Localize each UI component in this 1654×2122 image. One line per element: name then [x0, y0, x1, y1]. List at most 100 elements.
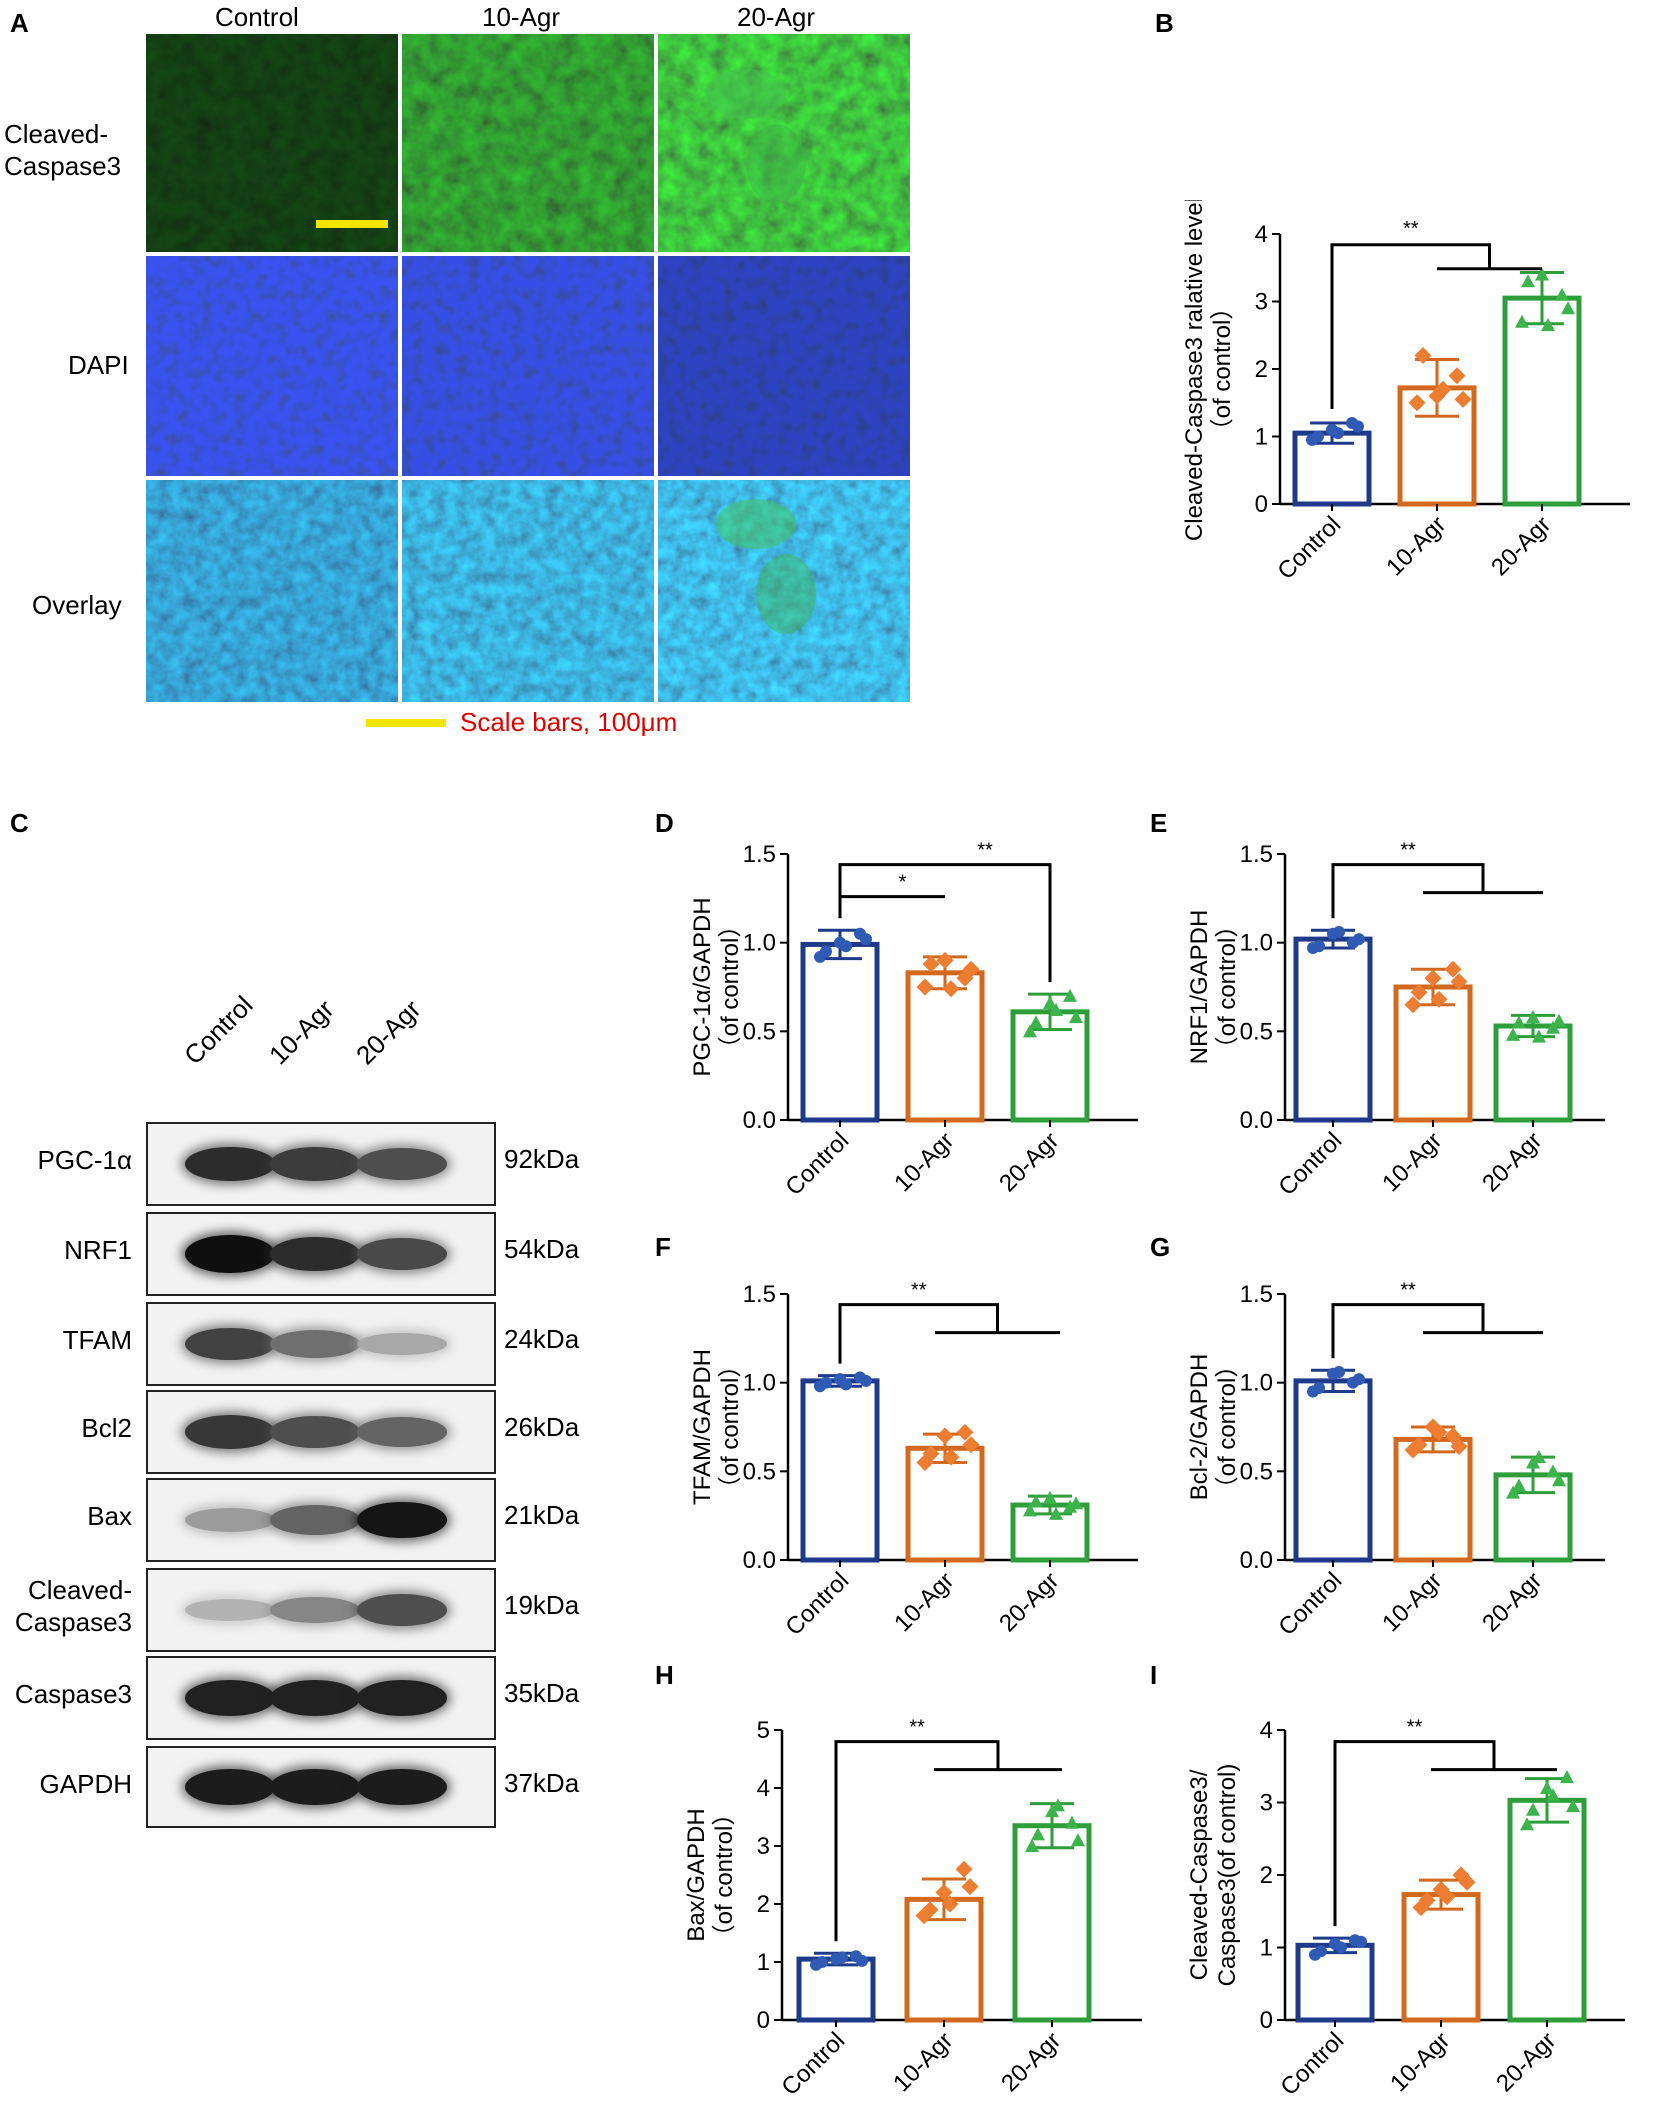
y-tick-label: 1.5: [1240, 1281, 1273, 1308]
y-tick-label: 0: [1255, 491, 1268, 518]
sig-bracket: [1333, 1740, 1496, 1927]
y-axis-label-2: Caspase3(of control): [1214, 1764, 1241, 1987]
x-tick-label: 10-Agr: [1385, 2027, 1455, 2097]
micro-col-control: Control: [215, 2, 299, 32]
chart-h: 0 1 2 3 4 5 Bax/GAPDH （of control） Control 10-Agr…: [683, 1717, 1142, 2101]
x-tick-label: 10-Agr: [888, 2027, 958, 2097]
wb-row-label: Bcl2: [81, 1413, 132, 1443]
data-point: [1043, 995, 1057, 1009]
wb-band: [357, 1768, 447, 1806]
wb-blot-strip: [146, 1302, 496, 1386]
chart-e: 0.0 0.5 1.0 1.5 NRF1/GAPDH （of control） Contro…: [1186, 840, 1605, 1201]
y-tick-label: 0.5: [743, 1018, 776, 1045]
x-tick-label: 20-Agr: [994, 1127, 1064, 1197]
x-tick-label: Control: [1273, 1127, 1347, 1201]
data-point: [1430, 990, 1448, 1008]
x-tick-label: 20-Agr: [1491, 2027, 1561, 2097]
data-point: [1515, 314, 1529, 328]
y-axis-label: Bcl-2/GAPDH: [1186, 1354, 1213, 1501]
data-point: [1512, 1015, 1526, 1029]
x-tick-label: Control: [776, 2027, 850, 2101]
panel-label-c: C: [10, 808, 29, 838]
wb-row-label: NRF1: [64, 1235, 132, 1265]
y-tick-label: 3: [757, 1833, 770, 1860]
sig-bracket: [1330, 243, 1491, 409]
data-point: [1546, 1788, 1560, 1802]
y-tick-label: 1.0: [1240, 1370, 1273, 1397]
wb-band: [270, 1597, 360, 1623]
data-point: [1521, 274, 1535, 288]
x-tick-label: 20-Agr: [994, 1567, 1064, 1637]
data-point: [962, 960, 980, 978]
bar: [1012, 1823, 1092, 2023]
y-tick-label: 1.5: [743, 841, 776, 868]
wb-blot-strip: [146, 1122, 496, 1206]
x-tick-label: 20-Agr: [1477, 1567, 1547, 1637]
data-point: [1029, 1015, 1043, 1029]
wb-band: [185, 1508, 275, 1532]
wb-band: [185, 1235, 275, 1273]
sig-bracket: [834, 1740, 1000, 1942]
panel-label-f: F: [655, 1232, 671, 1262]
x-tick-label: 10-Agr: [1377, 1567, 1447, 1637]
sig-label: **: [909, 1717, 925, 1739]
y-tick-label: 1.5: [1240, 841, 1273, 868]
data-point: [1430, 1423, 1448, 1441]
data-point: [1541, 318, 1555, 332]
data-point: [1444, 960, 1462, 978]
x-tick-label: 10-Agr: [889, 1567, 959, 1637]
data-point: [1410, 983, 1428, 1001]
bar: [1293, 1378, 1373, 1563]
panel-label-g: G: [1150, 1232, 1171, 1262]
wb-band: [270, 1236, 360, 1272]
y-axis-label-2: （of control）: [717, 1354, 744, 1501]
y-axis-label: Cleaved-Caspase3/: [1186, 1769, 1213, 1980]
data-point: [1424, 969, 1442, 987]
wb-blot-strip: [146, 1478, 496, 1562]
data-point: [1335, 1941, 1347, 1954]
wb-band: [185, 1146, 275, 1182]
y-tick-label: 3: [1255, 289, 1268, 316]
panel-label-a: A: [10, 8, 29, 38]
data-point: [936, 951, 954, 969]
data-point: [1535, 267, 1549, 281]
y-axis-label: Bax/GAPDH: [683, 1808, 710, 1941]
wb-blot-strip: [146, 1390, 496, 1474]
panel-label-b: B: [1155, 8, 1174, 38]
data-point: [836, 1951, 848, 1964]
data-point: [1333, 926, 1345, 939]
x-tick-label: Control: [780, 1127, 854, 1201]
wb-kda-label: 26kDa: [504, 1412, 580, 1442]
wb-band: [357, 1594, 447, 1626]
wb-band: [185, 1599, 275, 1621]
y-axis-label-2: （of control）: [1214, 914, 1241, 1061]
bar: [796, 1956, 876, 2023]
y-tick-label: 1.0: [743, 1370, 776, 1397]
wb-row-label: TFAM: [62, 1325, 132, 1355]
data-point: [1546, 1464, 1560, 1478]
data-point: [840, 1378, 852, 1391]
sig-bracket: [838, 863, 1052, 983]
x-tick-label: 20-Agr: [996, 2027, 1066, 2097]
y-tick-label: 3: [1260, 1790, 1273, 1817]
data-point: [1414, 347, 1432, 364]
data-point: [1063, 988, 1077, 1002]
wb-band: [357, 1238, 447, 1270]
y-axis-label: Cleaved-Caspase3 ralative level: [1181, 200, 1208, 541]
data-point: [921, 1901, 939, 1919]
data-point: [1352, 420, 1364, 433]
data-point: [962, 1436, 980, 1454]
data-point: [1561, 301, 1575, 315]
sig-label: *: [899, 872, 907, 894]
panel-label-i: I: [1150, 1660, 1158, 1690]
chart-b: 0 1 2 3 4 Cleaved-Caspase3 ralative level （of …: [1181, 200, 1630, 585]
data-point: [1555, 287, 1569, 301]
data-point: [816, 1956, 828, 1968]
data-point: [1532, 1029, 1546, 1043]
data-point: [840, 940, 852, 953]
sig-bracket: [838, 1303, 999, 1364]
bar: [800, 1378, 880, 1563]
data-point: [1312, 430, 1324, 443]
data-point: [1063, 1499, 1077, 1513]
data-point: [955, 1860, 973, 1878]
